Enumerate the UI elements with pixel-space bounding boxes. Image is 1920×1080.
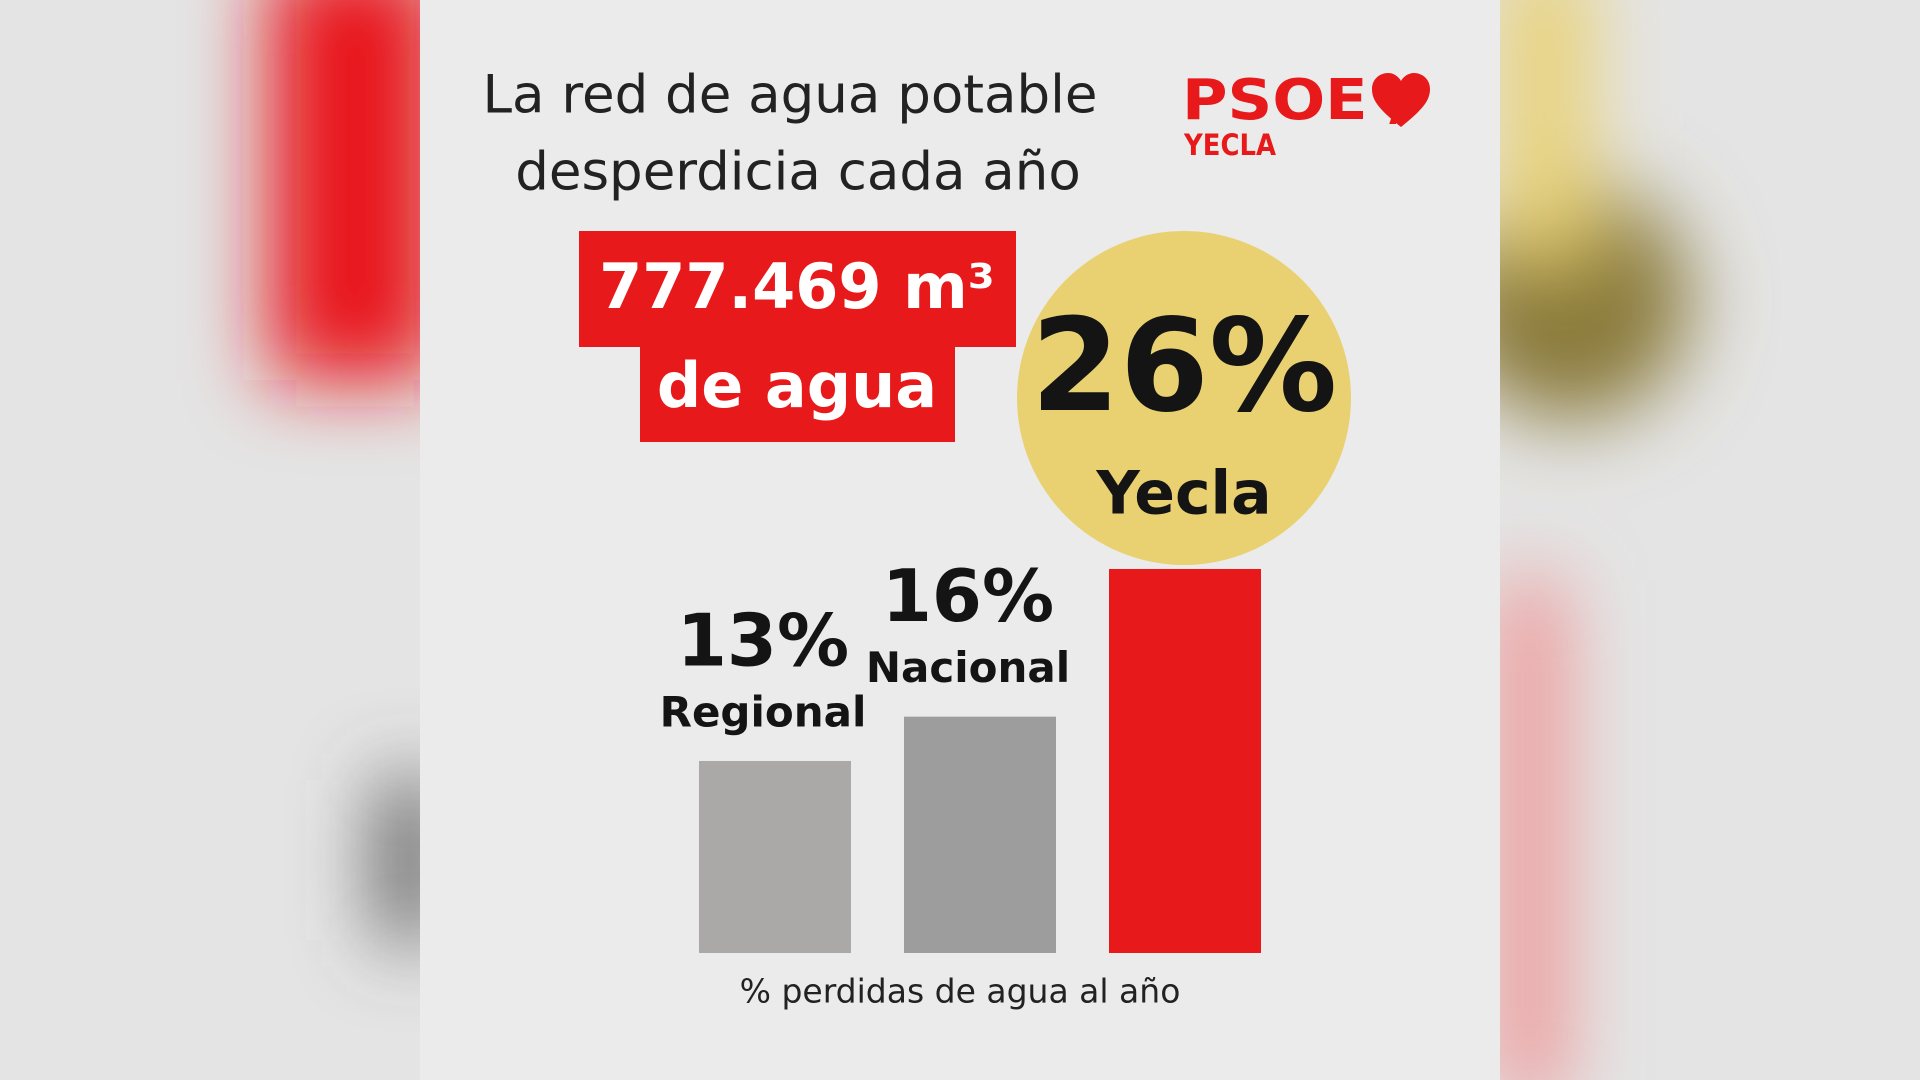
value-label: 26% bbox=[1031, 292, 1337, 441]
value-label: 16% bbox=[882, 554, 1054, 638]
logo-heart bbox=[1372, 73, 1430, 127]
value-label: 13% bbox=[677, 599, 849, 683]
logo-place: YECLA bbox=[1183, 128, 1276, 162]
logo: PSOE / YECLA bbox=[1182, 68, 1430, 162]
bar bbox=[1109, 568, 1261, 953]
category-label: Regional bbox=[660, 687, 867, 736]
highlight-circle bbox=[1017, 231, 1351, 565]
title-line: desperdicia cada año bbox=[515, 142, 1081, 203]
highlight-box bbox=[579, 231, 1016, 347]
highlight-text: de agua bbox=[657, 349, 937, 422]
bar bbox=[699, 760, 851, 953]
category-label: Nacional bbox=[866, 643, 1070, 692]
x-axis-label: % perdidas de agua al año bbox=[740, 972, 1181, 1011]
highlight-box bbox=[640, 346, 955, 442]
title-line: La red de agua potable bbox=[482, 65, 1097, 126]
logo-name: PSOE / bbox=[1182, 68, 1413, 133]
bar bbox=[904, 716, 1056, 953]
highlight-text: 777.469 m³ bbox=[599, 250, 995, 323]
category-label: Yecla bbox=[1095, 459, 1271, 529]
